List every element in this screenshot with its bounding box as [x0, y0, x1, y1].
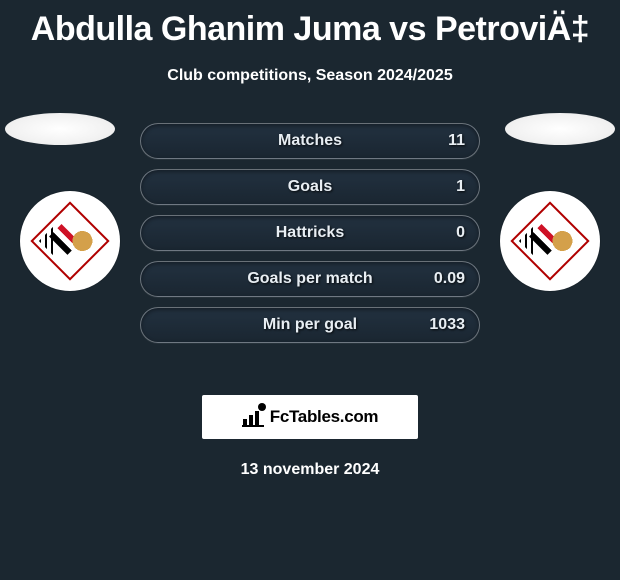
stat-row-goals: Goals 1 — [140, 169, 480, 205]
club-logo-icon — [30, 201, 109, 280]
stat-right-value: 1 — [456, 178, 465, 196]
player-shadow-right — [505, 113, 615, 145]
stat-row-hattricks: Hattricks 0 — [140, 215, 480, 251]
stat-row-gpm: Goals per match 0.09 — [140, 261, 480, 297]
stat-right-value: 1033 — [429, 316, 465, 334]
stat-right-value: 11 — [448, 132, 465, 150]
stat-label: Goals per match — [247, 270, 372, 288]
page-title: Abdulla Ghanim Juma vs PetroviÄ‡ — [0, 0, 620, 49]
comparison-stage: Matches 11 Goals 1 Hattricks 0 Goals per… — [0, 113, 620, 373]
fctables-logo-text: FcTables.com — [270, 407, 379, 427]
stat-right-value: 0 — [456, 224, 465, 242]
stat-right-value: 0.09 — [434, 270, 465, 288]
club-badge-left — [20, 191, 120, 291]
club-badge-right — [500, 191, 600, 291]
stat-row-matches: Matches 11 — [140, 123, 480, 159]
stat-label: Hattricks — [276, 224, 344, 242]
stat-label: Goals — [288, 178, 332, 196]
player-shadow-left — [5, 113, 115, 145]
club-logo-icon — [510, 201, 589, 280]
fctables-chart-icon — [242, 407, 264, 427]
stat-label: Matches — [278, 132, 342, 150]
stat-label: Min per goal — [263, 316, 357, 334]
stat-row-mpg: Min per goal 1033 — [140, 307, 480, 343]
fctables-logo-link[interactable]: FcTables.com — [202, 395, 418, 439]
generated-date: 13 november 2024 — [0, 461, 620, 479]
subtitle: Club competitions, Season 2024/2025 — [0, 67, 620, 85]
